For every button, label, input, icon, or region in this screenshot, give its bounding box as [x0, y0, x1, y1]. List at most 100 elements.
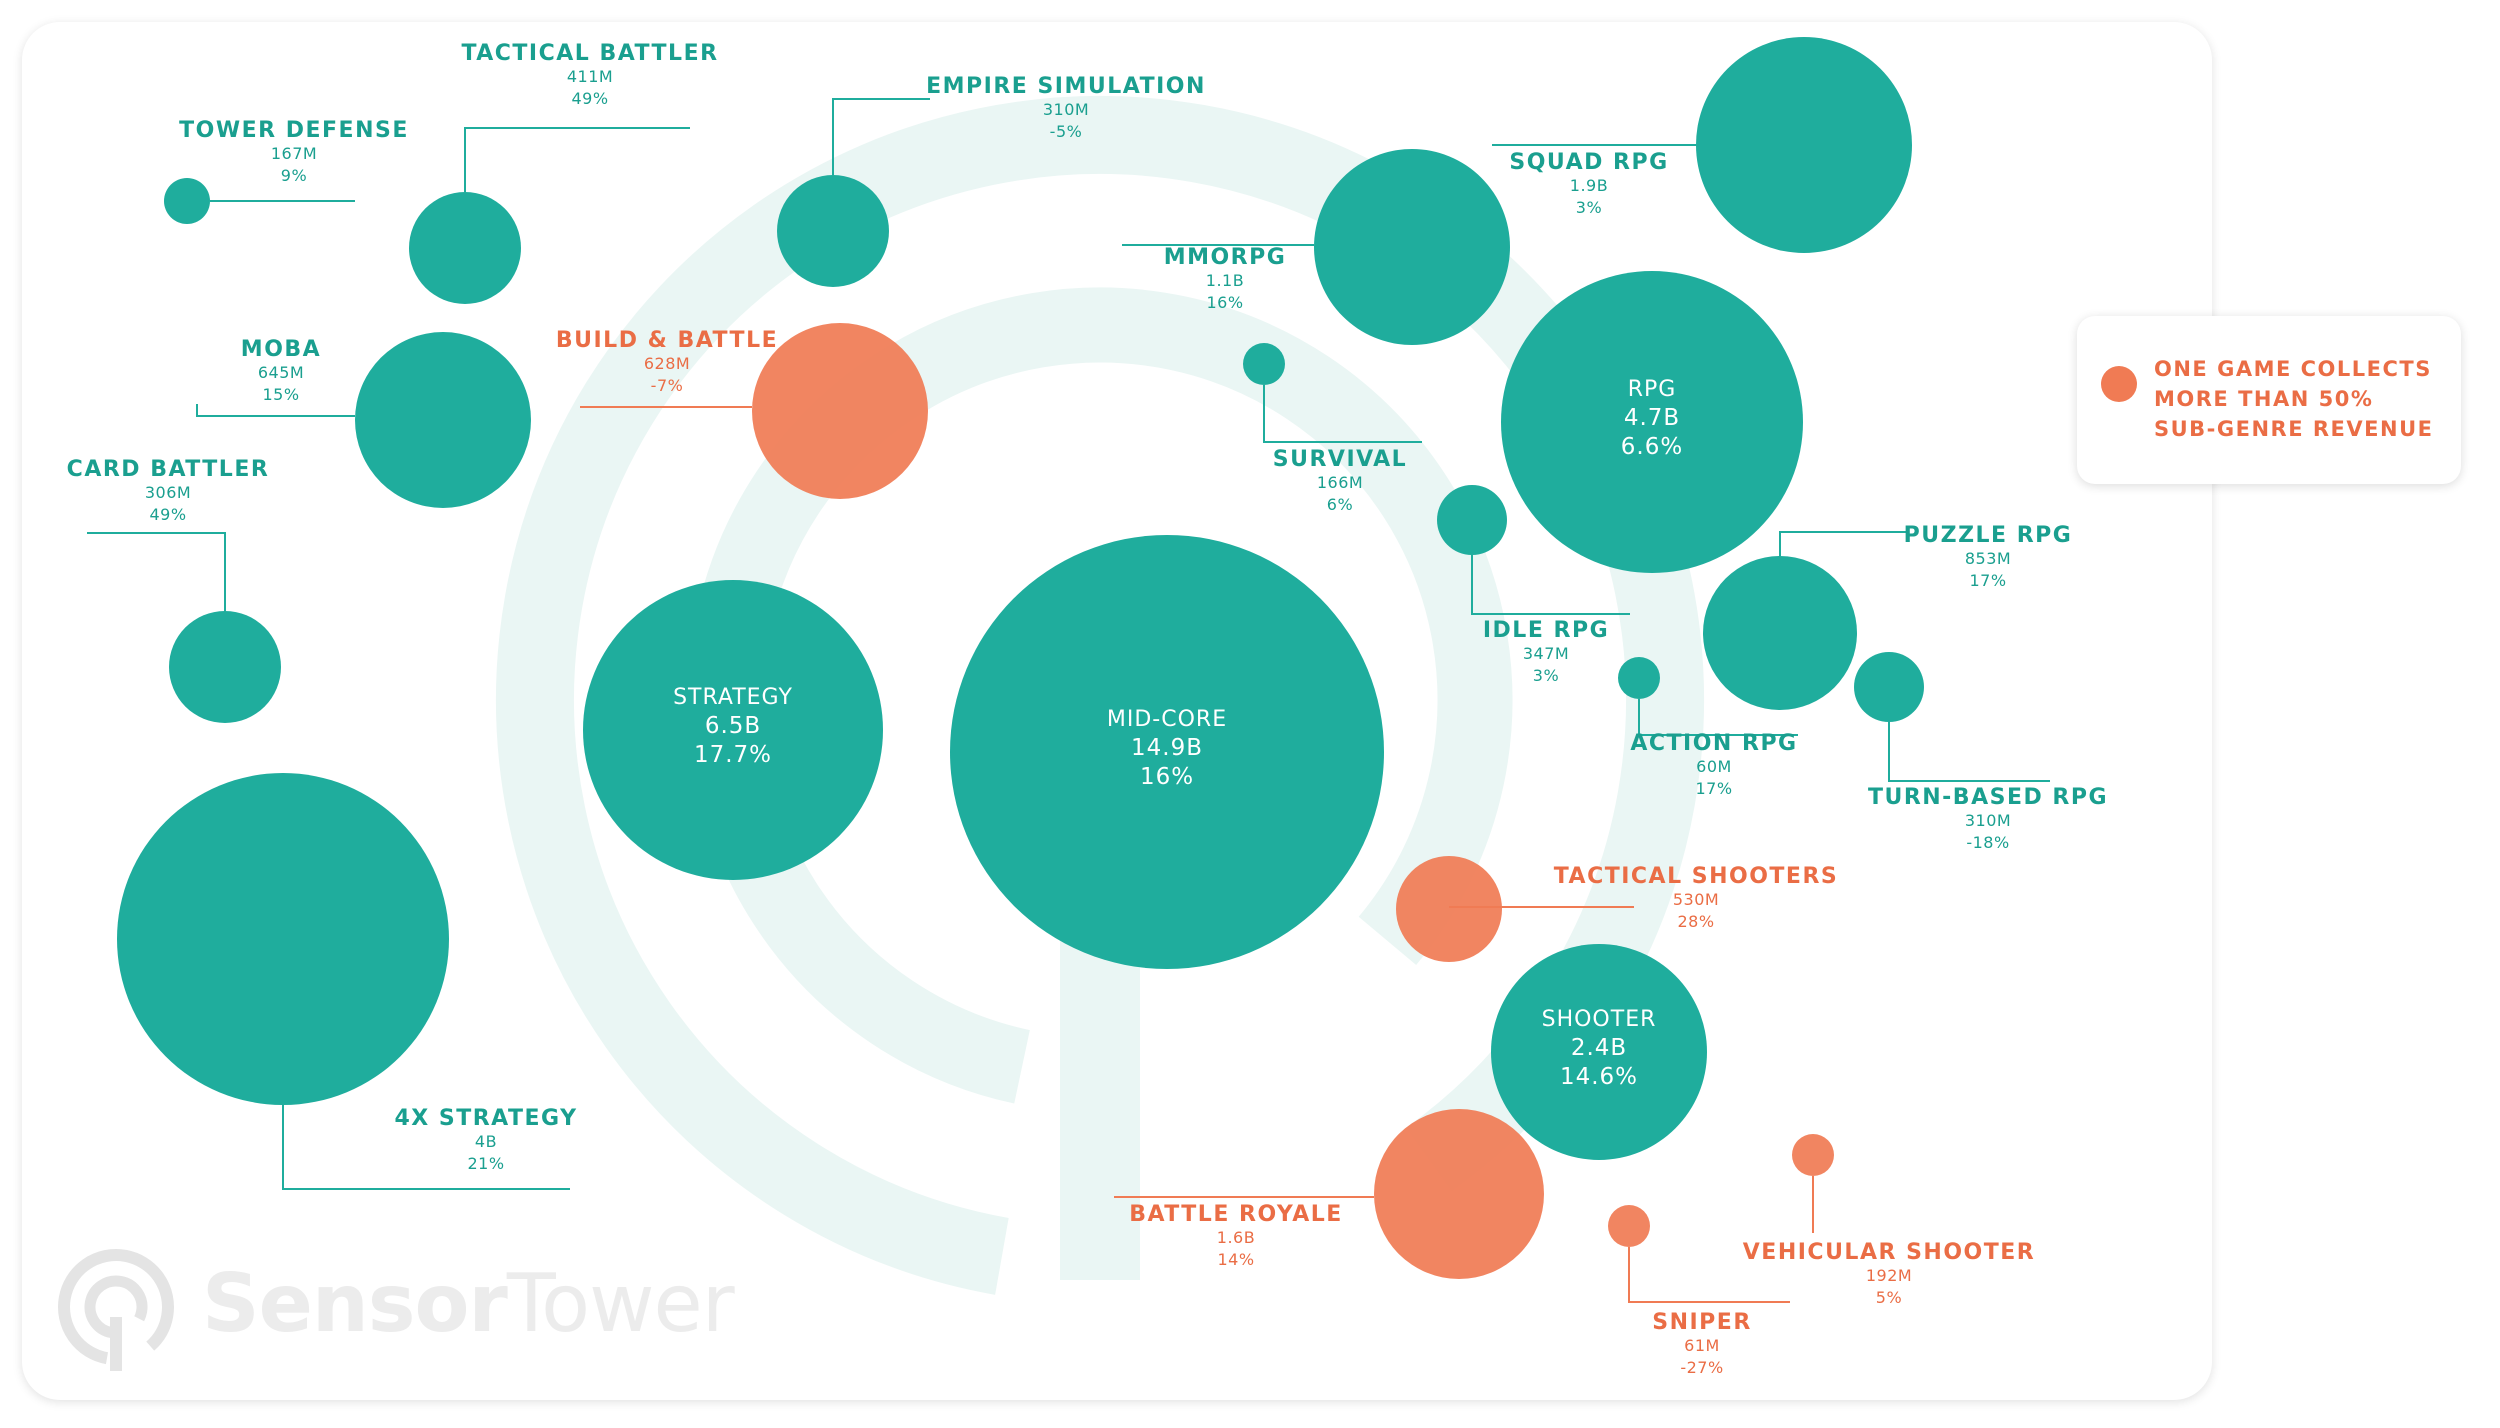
bubble-shooter-growth: 14.6% [1560, 1064, 1638, 1090]
bubble-mid-core-value: 14.9B [1131, 735, 1203, 761]
connector-turn-based-rpg [1888, 722, 2050, 782]
bubble-shooter-value: 2.4B [1571, 1035, 1627, 1061]
growth-action-rpg: 17% [1695, 779, 1732, 798]
bubble-idle-rpg [1437, 485, 1507, 555]
labels-layer: MID-CORE 14.9B 16% STRATEGY 6.5B 17.7% RPG 4.7B… [67, 41, 2108, 1377]
bubble-rpg [1501, 271, 1803, 573]
legend-text: ONE GAME COLLECTS MORE THAN 50% SUB-GENR… [2154, 354, 2454, 444]
bubble-mid-core-label: MID-CORE [1107, 707, 1227, 732]
bubble-strategy-growth: 17.7% [694, 742, 772, 768]
bubble-mid-core [950, 535, 1384, 969]
growth-mmorpg: 16% [1206, 293, 1243, 312]
growth-build-and-battle: -7% [651, 376, 684, 395]
bubble-strategy [583, 580, 883, 880]
value-4x-strategy: 4B [475, 1132, 497, 1151]
label-tower-defense: TOWER DEFENSE [179, 118, 409, 143]
value-card-battler: 306M [145, 483, 191, 502]
connector-idle-rpg [1471, 555, 1630, 615]
bubble-shooter-label: SHOOTER [1542, 1007, 1657, 1032]
label-puzzle-rpg: PUZZLE RPG [1904, 523, 2073, 548]
value-mmorpg: 1.1B [1206, 271, 1244, 290]
bubble-tactical-shooters [1396, 856, 1502, 962]
value-build-and-battle: 628M [644, 354, 690, 373]
bubble-sniper [1608, 1205, 1650, 1247]
bubble-build-and-battle [752, 323, 928, 499]
growth-moba: 15% [262, 385, 299, 404]
growth-empire-simulation: -5% [1050, 122, 1083, 141]
growth-battle-royale: 14% [1217, 1250, 1254, 1269]
bubble-tower-defense [164, 178, 210, 224]
bubble-strategy-label: STRATEGY [673, 685, 793, 710]
label-empire-simulation: EMPIRE SIMULATION [926, 74, 1206, 99]
label-4x-strategy: 4X STRATEGY [394, 1106, 577, 1131]
bubble-turn-based-rpg [1854, 652, 1924, 722]
value-tactical-battler: 411M [567, 67, 613, 86]
growth-tactical-battler: 49% [571, 89, 608, 108]
value-tactical-shooters: 530M [1673, 890, 1719, 909]
label-action-rpg: ACTION RPG [1630, 731, 1797, 756]
sensor-tower-logo: SensorTower [52, 1245, 735, 1375]
growth-sniper: -27% [1680, 1358, 1723, 1377]
value-battle-royale: 1.6B [1217, 1228, 1255, 1247]
bubble-action-rpg [1618, 657, 1660, 699]
label-mmorpg: MMORPG [1164, 245, 1287, 270]
growth-card-battler: 49% [149, 505, 186, 524]
value-sniper: 61M [1684, 1336, 1720, 1355]
label-moba: MOBA [241, 337, 321, 362]
bubble-rpg-value: 4.7B [1624, 405, 1680, 431]
bubble-card-battler [169, 611, 281, 723]
legend-line-3: SUB-GENRE REVENUE [2154, 417, 2434, 441]
bubble-rpg-label: RPG [1628, 377, 1677, 402]
value-turn-based-rpg: 310M [1965, 811, 2011, 830]
watermark-outer-ring [496, 96, 1704, 1304]
label-sniper: SNIPER [1652, 1310, 1752, 1335]
bubble-survival [1243, 343, 1285, 385]
bubble-strategy-value: 6.5B [705, 713, 761, 739]
bubble-mid-core-growth: 16% [1140, 764, 1194, 790]
value-idle-rpg: 347M [1523, 644, 1569, 663]
value-moba: 645M [258, 363, 304, 382]
bubbles-layer [117, 37, 1924, 1279]
value-squad-rpg: 1.9B [1570, 176, 1608, 195]
bubble-puzzle-rpg [1703, 556, 1857, 710]
connector-empire-simulation [832, 98, 930, 175]
legend-box: ONE GAME COLLECTS MORE THAN 50% SUB-GENR… [2077, 316, 2461, 484]
label-tactical-battler: TACTICAL BATTLER [461, 41, 718, 66]
bubble-moba [355, 332, 531, 508]
connector-4x-strategy [282, 1105, 570, 1190]
value-tower-defense: 167M [271, 144, 317, 163]
legend-line-1: ONE GAME COLLECTS [2154, 357, 2432, 381]
brand-wordmark: SensorTower [202, 1257, 735, 1350]
connector-survival [1263, 385, 1422, 443]
label-survival: SURVIVAL [1273, 447, 1407, 472]
sensor-tower-logo-icon [58, 1249, 174, 1371]
growth-idle-rpg: 3% [1533, 666, 1559, 685]
label-turn-based-rpg: TURN-BASED RPG [1868, 785, 2108, 810]
value-vehicular-shooter: 192M [1866, 1266, 1912, 1285]
bubble-mmorpg [1314, 149, 1510, 345]
legend-line-2: MORE THAN 50% [2154, 387, 2374, 411]
label-card-battler: CARD BATTLER [67, 457, 270, 482]
growth-tower-defense: 9% [281, 166, 307, 185]
growth-tactical-shooters: 28% [1677, 912, 1714, 931]
value-survival: 166M [1317, 473, 1363, 492]
bubble-shooter [1491, 944, 1707, 1160]
value-action-rpg: 60M [1696, 757, 1732, 776]
label-squad-rpg: SQUAD RPG [1509, 150, 1668, 175]
growth-turn-based-rpg: -18% [1966, 833, 2009, 852]
bubble-tactical-battler [409, 192, 521, 304]
connector-tactical-battler [464, 127, 690, 192]
bubble-empire-simulation [777, 175, 889, 287]
label-build-and-battle: BUILD & BATTLE [556, 328, 778, 353]
growth-squad-rpg: 3% [1576, 198, 1602, 217]
label-battle-royale: BATTLE ROYALE [1129, 1202, 1343, 1227]
connector-puzzle-rpg [1779, 531, 1906, 556]
growth-puzzle-rpg: 17% [1969, 571, 2006, 590]
growth-survival: 6% [1327, 495, 1353, 514]
growth-4x-strategy: 21% [467, 1154, 504, 1173]
value-puzzle-rpg: 853M [1965, 549, 2011, 568]
connector-card-battler [87, 532, 226, 611]
brand-part-2: Tower [506, 1257, 735, 1350]
connector-action-rpg [1638, 699, 1798, 736]
